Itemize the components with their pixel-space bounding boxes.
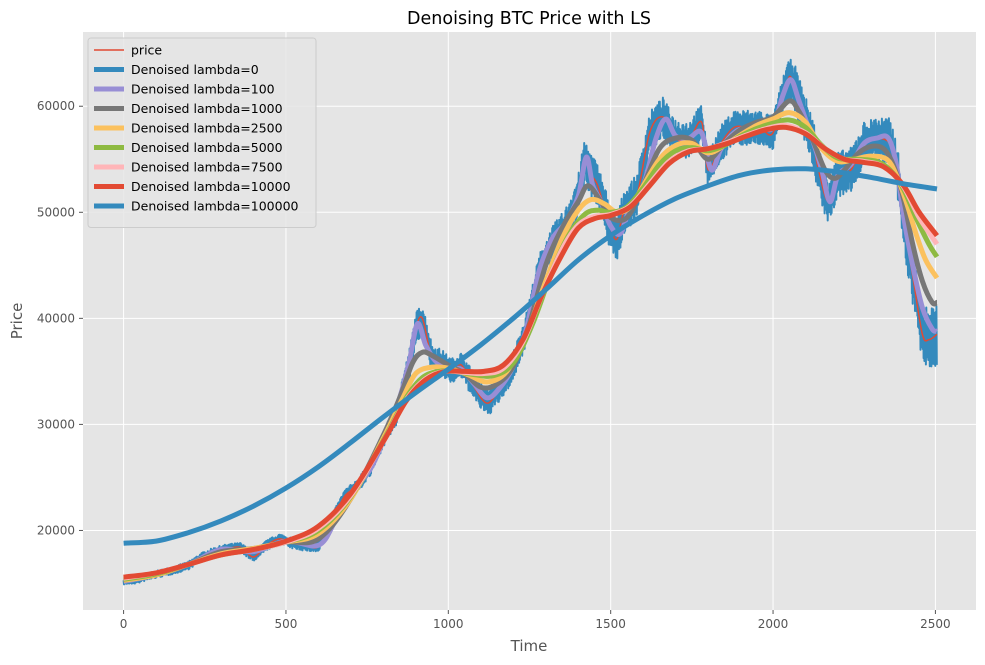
legend: price Denoised lambda=0 Denoised lambda=10… [87,37,317,228]
legend-label-6: Denoised lambda=7500 [131,160,283,175]
series-line-8 [123,166,938,546]
series-line-7 [123,124,940,580]
y-tick-label: 20000 [37,523,75,537]
x-tick-label: 2500 [920,617,951,631]
y-tick-label: 40000 [37,311,75,325]
chart-title: Denoising BTC Price with LS [407,9,651,29]
legend-label-4: Denoised lambda=2500 [131,121,283,136]
x-tick-label: 500 [275,617,298,631]
legend-label-0: price [131,43,162,58]
x-tick-label: 2000 [758,617,789,631]
x-axis-label: Time [510,637,548,655]
legend-label-8: Denoised lambda=100000 [131,199,299,214]
legend-box [87,37,317,228]
legend-label-1: Denoised lambda=0 [131,62,259,77]
y-tick-label: 60000 [37,99,75,113]
y-tick-label: 50000 [37,205,75,219]
y-axis-label: Price [8,303,26,340]
x-tick-label: 1500 [595,617,626,631]
x-tick-label: 0 [120,617,128,631]
tick-labels: 0 500 1000 1500 2000 2500 20000 30000 40000 50000… [37,99,951,631]
legend-label-7: Denoised lambda=10000 [131,179,291,194]
legend-label-5: Denoised lambda=5000 [131,140,283,155]
series-layer [122,58,940,586]
legend-label-2: Denoised lambda=100 [131,82,275,97]
legend-label-3: Denoised lambda=1000 [131,101,283,116]
y-tick-label: 30000 [37,417,75,431]
x-tick-label: 1000 [433,617,464,631]
